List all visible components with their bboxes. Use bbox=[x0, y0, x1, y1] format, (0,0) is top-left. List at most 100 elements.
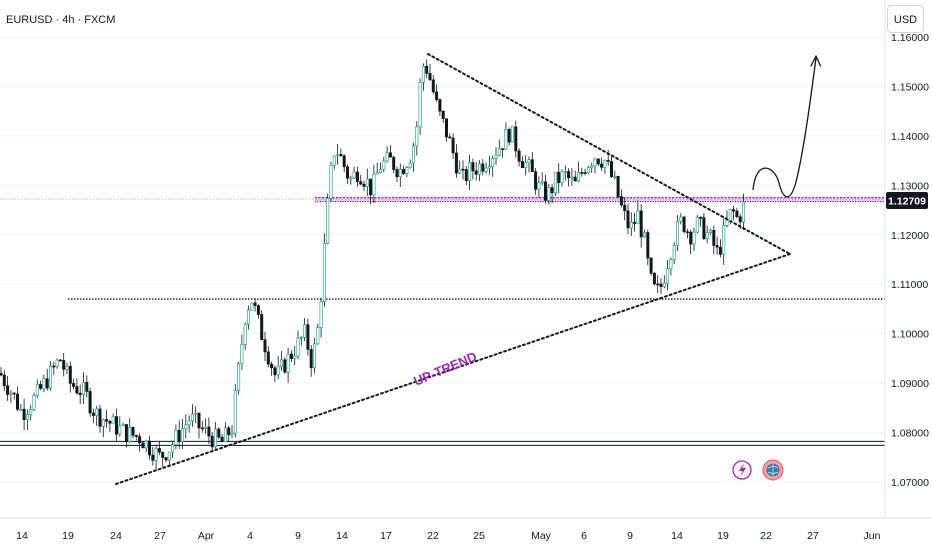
candle-body bbox=[210, 435, 214, 448]
candle-body bbox=[530, 159, 534, 172]
candle-body bbox=[230, 432, 234, 436]
candle-body bbox=[352, 171, 356, 179]
candle-body bbox=[395, 169, 399, 178]
price-tick-label: 1.12000 bbox=[891, 230, 929, 242]
time-tick-label: 14 bbox=[336, 530, 348, 542]
time-tick-label: 22 bbox=[427, 530, 439, 542]
candle-body bbox=[151, 454, 155, 461]
candle-body bbox=[108, 421, 112, 424]
candle-body bbox=[543, 181, 547, 201]
descending-trendline bbox=[427, 53, 791, 255]
candle-body bbox=[296, 337, 300, 357]
time-tick-label: 22 bbox=[760, 530, 772, 542]
candle-body bbox=[6, 385, 10, 395]
candle-body bbox=[669, 259, 673, 270]
candle-body bbox=[441, 110, 445, 119]
candle-body bbox=[738, 216, 742, 223]
time-tick-label: 4 bbox=[247, 530, 253, 542]
grid-lines bbox=[0, 36, 885, 483]
candle-body bbox=[613, 176, 617, 178]
candle-body bbox=[451, 137, 455, 154]
time-tick-label: 6 bbox=[581, 530, 587, 542]
candle-body bbox=[204, 426, 208, 429]
price-tick-label: 1.09000 bbox=[891, 378, 929, 390]
candle-body bbox=[39, 384, 43, 389]
candle-body bbox=[646, 232, 650, 259]
projection-arrow bbox=[752, 55, 822, 198]
price-tick-label: 1.10000 bbox=[891, 329, 929, 341]
candle-body bbox=[652, 272, 656, 285]
candle-body bbox=[12, 392, 16, 395]
currency-button[interactable]: USD bbox=[887, 5, 924, 33]
candle-body bbox=[121, 424, 125, 427]
last-price-badge: 1.12709 bbox=[886, 192, 928, 209]
uptrend-line bbox=[115, 253, 791, 485]
candle-body bbox=[223, 427, 227, 443]
price-tick-label: 1.15000 bbox=[891, 81, 929, 93]
candle-body bbox=[606, 160, 610, 162]
time-tick-label: 14 bbox=[671, 530, 683, 542]
candle-body bbox=[362, 183, 366, 187]
candle-body bbox=[309, 349, 313, 369]
lightning-icon[interactable] bbox=[732, 460, 752, 480]
candle-body bbox=[705, 232, 709, 240]
candle-body bbox=[633, 221, 637, 224]
candle-body bbox=[131, 426, 135, 436]
candle-body bbox=[593, 158, 597, 167]
candle-body bbox=[468, 162, 472, 182]
candle-body bbox=[200, 427, 204, 430]
candle-body bbox=[187, 420, 191, 426]
candle-body bbox=[91, 412, 95, 416]
candle-body bbox=[728, 209, 732, 221]
candle-body bbox=[491, 157, 495, 167]
candle-body bbox=[718, 246, 722, 255]
candle-body bbox=[68, 365, 72, 384]
candle-body bbox=[349, 177, 353, 180]
candle-body bbox=[247, 309, 251, 325]
candle-body bbox=[85, 381, 89, 392]
candle-body bbox=[378, 168, 382, 174]
candle-body bbox=[421, 65, 425, 83]
candle-body bbox=[702, 217, 706, 240]
candle-body bbox=[435, 91, 439, 100]
price-tick-label: 1.14000 bbox=[891, 131, 929, 143]
candle-body bbox=[534, 171, 538, 190]
time-tick-label: 27 bbox=[807, 530, 819, 542]
candle-body bbox=[82, 381, 86, 395]
resistance-zone bbox=[315, 197, 885, 203]
candle-body bbox=[45, 378, 49, 389]
candle-body bbox=[88, 391, 92, 414]
candle-body bbox=[382, 160, 386, 170]
candlesticks bbox=[0, 59, 745, 471]
candle-body bbox=[520, 161, 524, 168]
time-tick-label: 25 bbox=[473, 530, 485, 542]
candle-body bbox=[332, 155, 336, 166]
candle-body bbox=[659, 283, 663, 287]
globe-event-icon[interactable] bbox=[762, 459, 784, 481]
candle-body bbox=[177, 429, 181, 442]
candle-body bbox=[134, 435, 138, 437]
candle-body bbox=[345, 166, 349, 179]
candle-body bbox=[299, 337, 303, 339]
candle-body bbox=[639, 210, 643, 238]
candle-body bbox=[415, 126, 419, 147]
candle-body bbox=[573, 176, 577, 182]
candle-body bbox=[52, 365, 56, 368]
candle-body bbox=[494, 154, 498, 159]
candle-body bbox=[256, 305, 260, 315]
candle-body bbox=[95, 408, 99, 416]
projection-curve bbox=[752, 57, 817, 198]
candle-body bbox=[161, 451, 165, 458]
candle-body bbox=[355, 171, 359, 182]
candle-body bbox=[217, 428, 221, 438]
candle-body bbox=[101, 419, 105, 427]
candle-body bbox=[504, 129, 508, 150]
candle-body bbox=[62, 360, 66, 370]
candle-body bbox=[715, 245, 719, 248]
candle-body bbox=[524, 162, 528, 168]
symbol-title: EURUSD · 4h · FXCM bbox=[6, 14, 115, 26]
candle-body bbox=[616, 176, 620, 197]
candle-body bbox=[642, 232, 646, 238]
